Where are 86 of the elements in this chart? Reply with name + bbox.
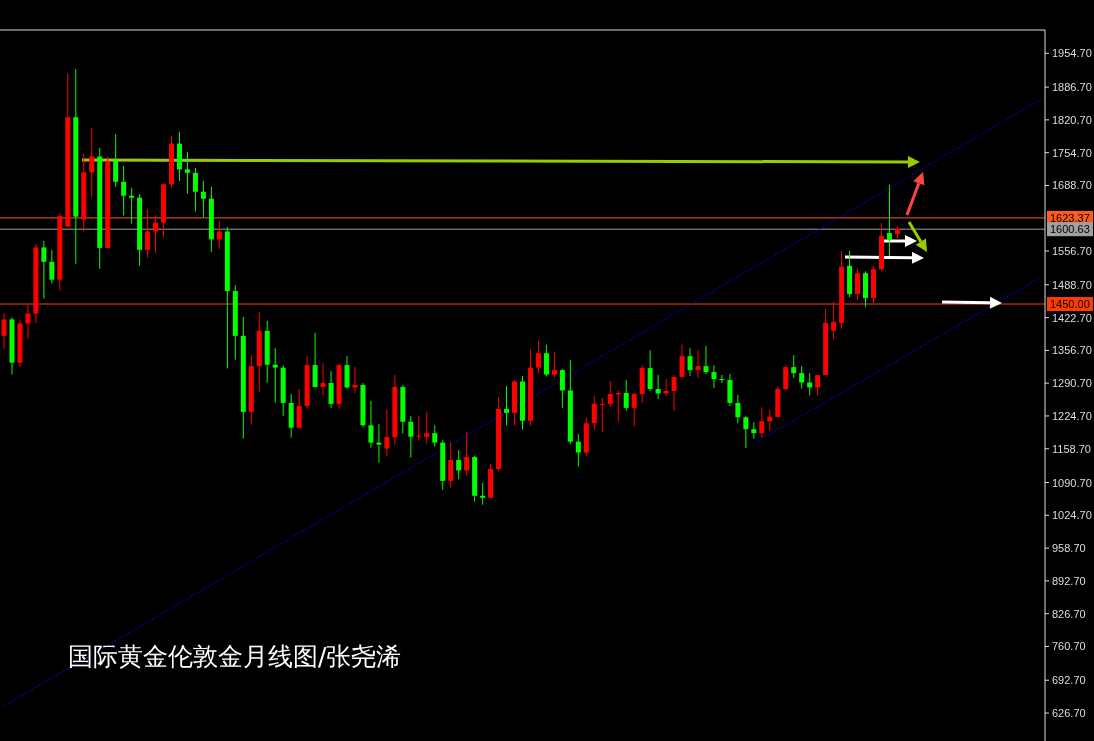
- ref-line-label: 1600.63: [1050, 223, 1090, 236]
- candlestick: [607, 380, 613, 408]
- candlestick: [480, 482, 486, 506]
- candlestick: [655, 374, 661, 400]
- candlestick: [671, 374, 677, 412]
- candlestick: [791, 354, 797, 379]
- candlestick: [432, 424, 438, 448]
- candlestick: [272, 347, 278, 404]
- candlestick: [41, 240, 47, 300]
- candlestick: [376, 423, 382, 463]
- y-tick-label: 1290.70: [1052, 377, 1092, 390]
- candlestick: [703, 345, 709, 375]
- y-tick-label: 1422.70: [1052, 311, 1092, 324]
- y-tick-label: 1024.70: [1052, 509, 1092, 522]
- y-tick-label: 1954.70: [1052, 47, 1092, 60]
- candlestick: [408, 415, 414, 459]
- candlestick: [647, 349, 653, 392]
- y-tick-label: 1754.70: [1052, 146, 1092, 159]
- candlestick: [886, 184, 892, 257]
- candlestick: [591, 395, 597, 431]
- y-tick-label: 958.70: [1052, 542, 1086, 555]
- candlestick: [799, 365, 805, 389]
- candlestick: [424, 411, 430, 445]
- candlestick: [145, 208, 151, 259]
- candlestick: [113, 133, 119, 188]
- candlestick: [129, 187, 135, 225]
- candlestick: [623, 379, 629, 412]
- candlestick: [711, 364, 717, 389]
- y-tick-label: 692.70: [1052, 674, 1086, 687]
- candlestick: [687, 347, 693, 377]
- candlestick: [551, 351, 557, 379]
- y-tick-label: 1886.70: [1052, 81, 1092, 94]
- candlestick: [200, 180, 206, 218]
- candlestick: [312, 332, 318, 388]
- candlestick: [719, 374, 725, 384]
- candlestick: [89, 127, 95, 198]
- candlestick: [559, 368, 565, 409]
- candlestick: [855, 268, 861, 301]
- candlestick: [735, 394, 741, 424]
- y-tick-label: 1158.70: [1052, 442, 1091, 455]
- candlestick: [599, 397, 605, 433]
- candlestick: [25, 304, 31, 340]
- y-tick-label: 760.70: [1052, 640, 1086, 653]
- candlestick: [328, 370, 334, 409]
- candlestick: [464, 431, 470, 477]
- candlestick: [631, 392, 637, 428]
- ref-line-label: 1450.00: [1050, 298, 1090, 311]
- candlestick: [416, 415, 422, 442]
- candlestick: [216, 220, 222, 250]
- candlestick: [184, 151, 190, 195]
- candlestick: [815, 374, 821, 396]
- y-tick-label: 1356.70: [1052, 344, 1092, 357]
- candlestick: [384, 408, 390, 458]
- y-tick-label: 1688.70: [1052, 179, 1092, 192]
- candlestick: [49, 249, 55, 285]
- candlestick: [535, 340, 541, 375]
- y-tick-label: 1820.70: [1052, 113, 1092, 126]
- y-tick-label: 1556.70: [1052, 245, 1092, 258]
- candlestick: [543, 344, 549, 378]
- candlestick: [504, 385, 510, 426]
- candlestick: [368, 400, 374, 449]
- ref-line-label: 1623.37: [1050, 211, 1090, 224]
- candlestick: [121, 165, 127, 217]
- candlestick: [767, 409, 773, 432]
- candlestick: [1, 312, 7, 350]
- candlestick: [783, 364, 789, 391]
- y-tick-label: 626.70: [1052, 707, 1086, 720]
- candlestick: [831, 301, 837, 340]
- y-tick-label: 1224.70: [1052, 409, 1092, 422]
- y-tick-label: 1090.70: [1052, 476, 1092, 489]
- y-tick-label: 1488.70: [1052, 278, 1092, 291]
- candlestick: [743, 415, 749, 449]
- candlestick: [456, 449, 462, 480]
- text: 国际黄金伦敦金月线图/张尧浠: [68, 642, 402, 671]
- candlestick: [192, 167, 198, 213]
- candlestick: [727, 373, 733, 407]
- candlestick: [695, 349, 701, 379]
- candlestick: [759, 406, 765, 439]
- candlestick: [296, 388, 302, 430]
- candlestick: [575, 433, 581, 467]
- candlestick: [344, 355, 350, 389]
- y-tick-label: 826.70: [1052, 607, 1086, 620]
- candlestick: [448, 442, 454, 489]
- candlestick: [320, 362, 326, 396]
- candlestick: [679, 344, 685, 378]
- y-tick-label: 892.70: [1052, 574, 1086, 587]
